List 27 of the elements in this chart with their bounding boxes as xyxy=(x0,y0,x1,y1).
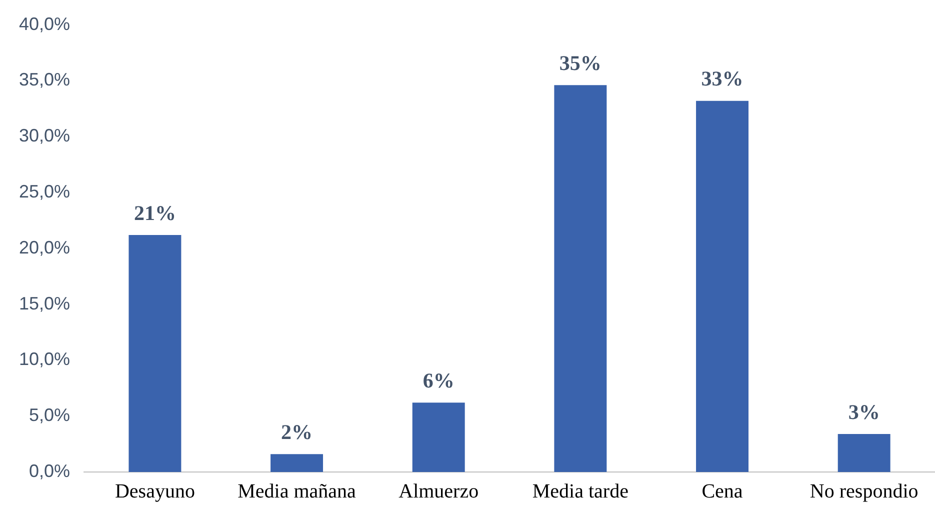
y-tick-label: 10,0% xyxy=(18,349,70,370)
y-tick-label: 20,0% xyxy=(18,237,70,258)
data-label: 3% xyxy=(848,400,880,424)
x-tick-label: Media tarde xyxy=(532,480,629,502)
bar xyxy=(270,454,324,472)
y-tick-label: 0,0% xyxy=(29,460,70,481)
bar xyxy=(412,402,465,472)
y-tick-label: 5,0% xyxy=(29,405,70,426)
data-label: 35% xyxy=(559,51,602,76)
y-tick-label: 40,0% xyxy=(18,14,70,34)
bar xyxy=(128,234,182,472)
bar xyxy=(838,434,890,472)
y-tick-label: 15,0% xyxy=(18,293,70,314)
y-tick-label: 35,0% xyxy=(18,70,70,90)
y-tick-label: 25,0% xyxy=(18,181,70,202)
x-tick-label: No respondio xyxy=(810,480,918,502)
data-label: 2% xyxy=(281,420,313,444)
bar xyxy=(554,85,607,472)
x-tick-label: Media mañana xyxy=(238,480,356,502)
x-tick-label: Desayuno xyxy=(114,480,195,502)
data-label: 21% xyxy=(134,200,176,225)
data-label: 6% xyxy=(422,368,454,393)
bar xyxy=(696,100,748,472)
y-tick-label: 30,0% xyxy=(18,126,70,146)
x-tick-label: Cena xyxy=(702,480,743,502)
x-tick-label: Almuerzo xyxy=(398,480,479,502)
data-label: 33% xyxy=(701,66,744,91)
